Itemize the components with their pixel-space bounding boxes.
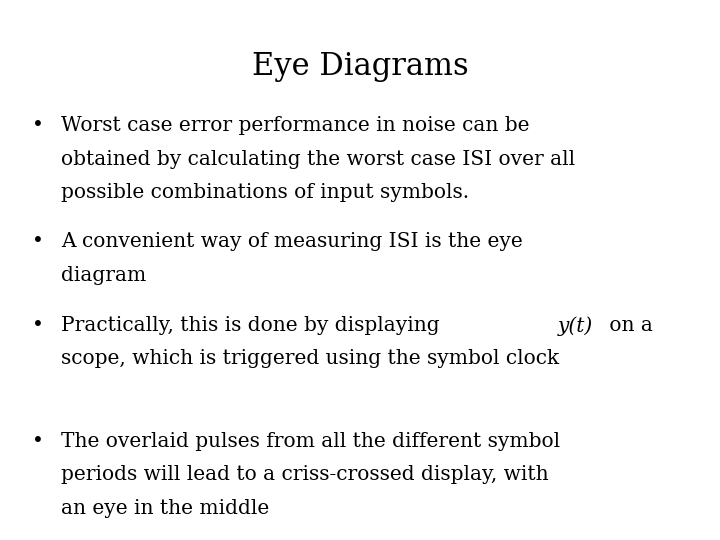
- Text: Practically, this is done by displaying: Practically, this is done by displaying: [61, 316, 446, 335]
- Text: •: •: [32, 316, 44, 335]
- Text: •: •: [32, 432, 44, 451]
- Text: scope, which is triggered using the symbol clock: scope, which is triggered using the symb…: [61, 349, 559, 368]
- Text: periods will lead to a criss-crossed display, with: periods will lead to a criss-crossed dis…: [61, 465, 549, 484]
- Text: obtained by calculating the worst case ISI over all: obtained by calculating the worst case I…: [61, 150, 575, 168]
- Text: The overlaid pulses from all the different symbol: The overlaid pulses from all the differe…: [61, 432, 560, 451]
- Text: y(t): y(t): [558, 316, 593, 335]
- Text: diagram: diagram: [61, 266, 146, 285]
- Text: an eye in the middle: an eye in the middle: [61, 499, 269, 518]
- Text: •: •: [32, 232, 44, 251]
- Text: Eye Diagrams: Eye Diagrams: [251, 51, 469, 82]
- Text: A convenient way of measuring ISI is the eye: A convenient way of measuring ISI is the…: [61, 232, 523, 251]
- Text: possible combinations of input symbols.: possible combinations of input symbols.: [61, 183, 469, 202]
- Text: •: •: [32, 116, 44, 135]
- Text: on a: on a: [603, 316, 653, 335]
- Text: Worst case error performance in noise can be: Worst case error performance in noise ca…: [61, 116, 530, 135]
